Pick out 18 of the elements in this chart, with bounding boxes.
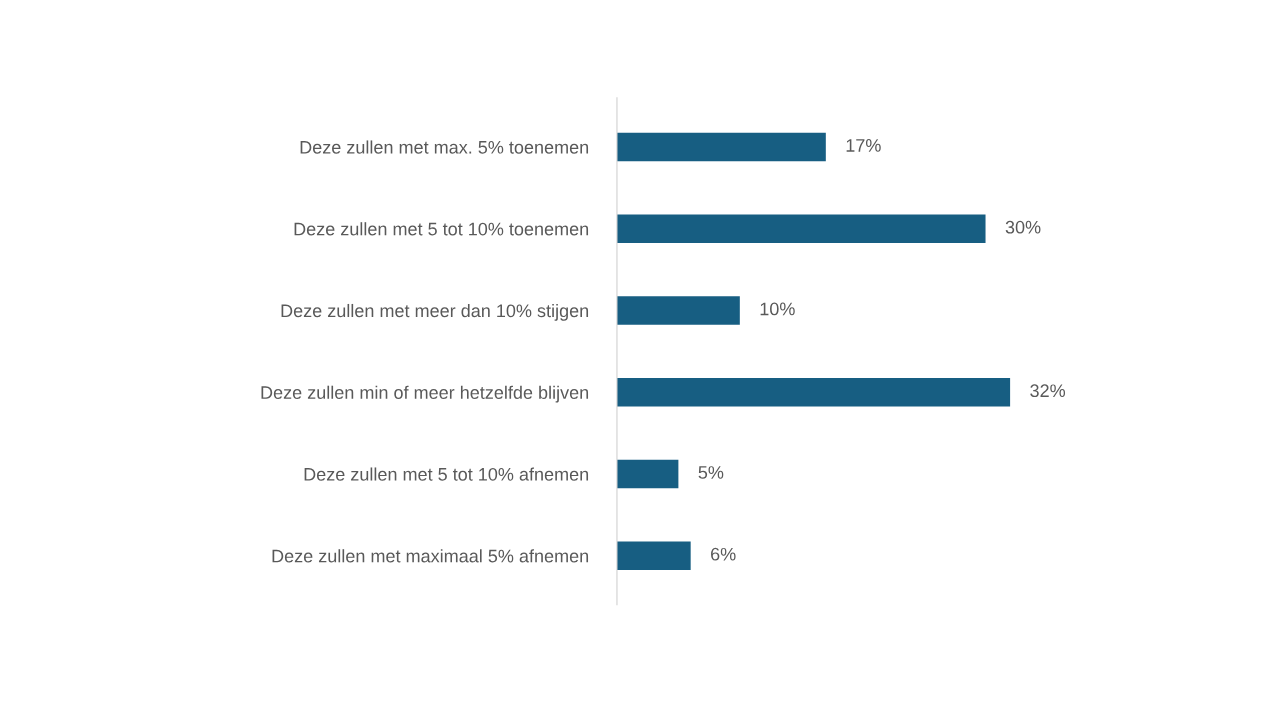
data-label: 30% [1005,220,1041,234]
y-tick-label: Deze zullen met max. 5% toenemen [300,140,589,154]
bar [616,214,986,244]
data-label: 5% [698,466,724,479]
bar [616,377,1011,407]
y-tick-label: Deze zullen met maximaal 5% afnemen [272,549,589,563]
y-tick-label: Deze zullen met 5 tot 10% afnemen [304,467,589,481]
data-label: 32% [1030,384,1066,398]
bar [616,132,826,162]
bar [616,541,691,571]
y-tick-label: Deze zullen min of meer hetzelfde blijven [261,385,589,403]
y-tick-label: Deze zullen met meer dan 10% stijgen [281,303,589,321]
bar [616,459,679,489]
bar [616,296,740,325]
data-label: 17% [846,139,881,152]
data-label: 10% [760,302,795,316]
data-label: 6% [711,547,736,561]
y-tick-label: Deze zullen met 5 tot 10% toenemen [294,222,589,236]
